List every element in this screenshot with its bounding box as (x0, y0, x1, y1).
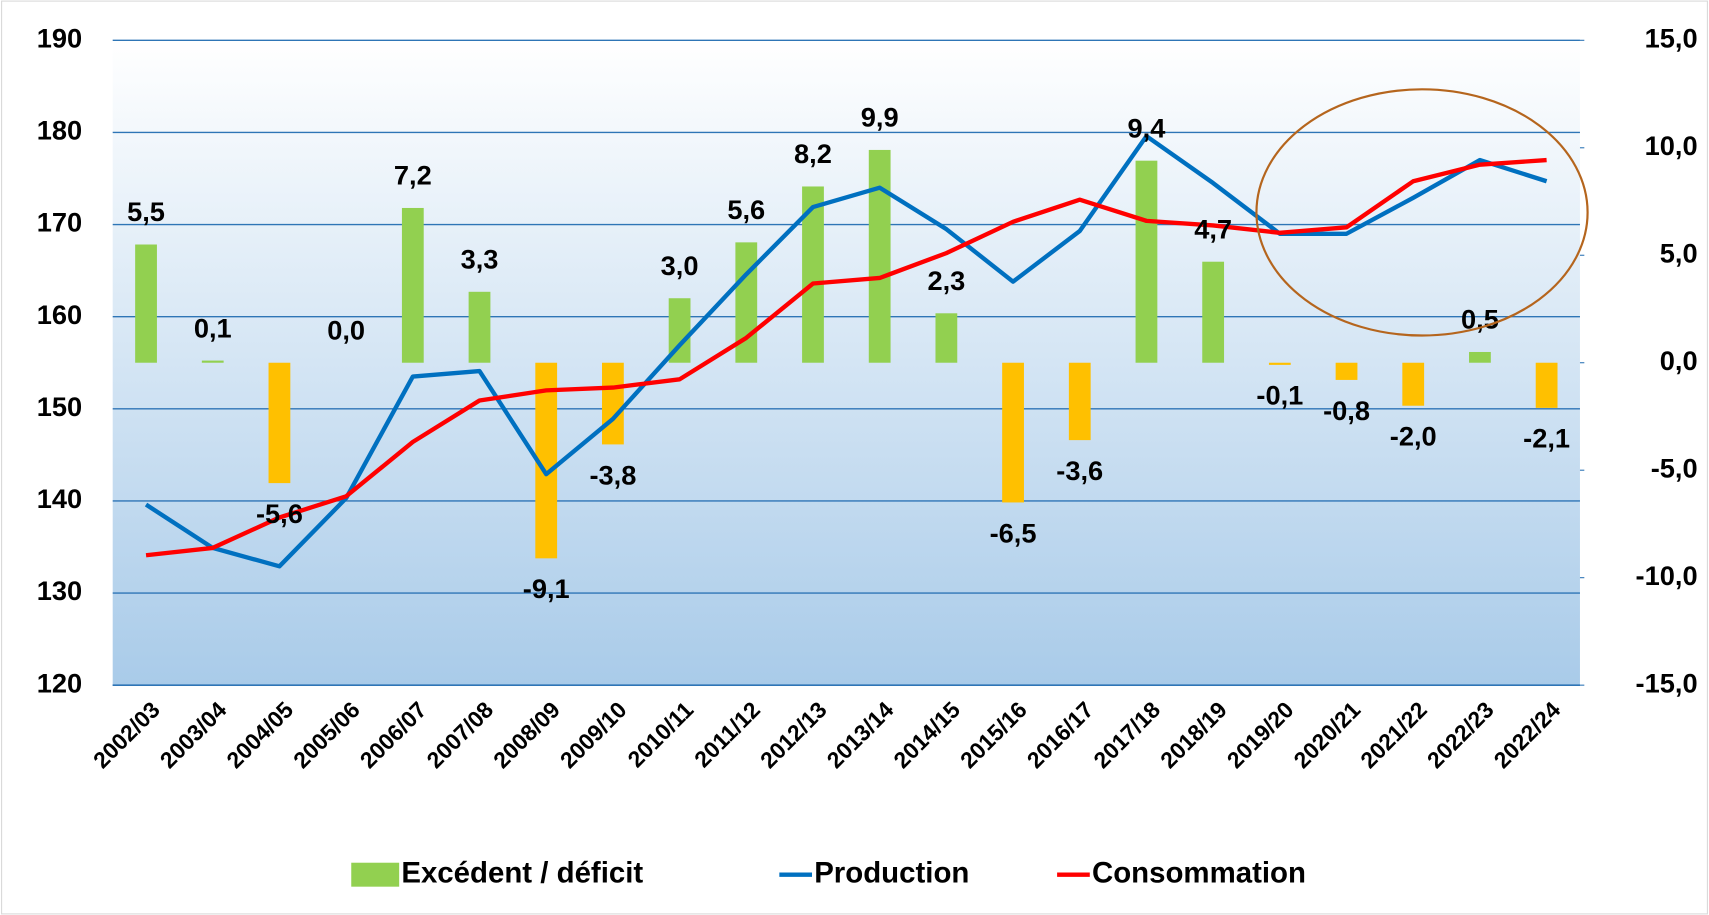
y-tick-label: 190 (37, 22, 82, 53)
y-tick-label: 170 (37, 207, 82, 238)
data-label: -2,1 (1523, 423, 1570, 454)
bar (401, 207, 424, 363)
bar (1135, 160, 1158, 363)
line (145, 157, 1547, 558)
data-label: -0,8 (1323, 395, 1370, 426)
data-label: 0,1 (194, 312, 232, 343)
bar (868, 149, 891, 363)
y2-tick-label: 0,0 (1660, 345, 1698, 376)
bar (602, 362, 624, 445)
data-label: -0,1 (1256, 380, 1303, 411)
y2-tick-label: 15,0 (1645, 22, 1698, 53)
data-label: 9,4 (1128, 112, 1166, 143)
bar (135, 244, 157, 363)
legend-label: Consommation (1092, 856, 1306, 889)
plot-area (112, 40, 1580, 686)
data-label: 4,7 (1194, 213, 1232, 244)
data-label: 0,5 (1461, 304, 1499, 335)
data-label: 7,2 (394, 160, 432, 191)
data-label: 8,2 (794, 138, 832, 169)
y-tick-label: 140 (37, 483, 82, 514)
bar (1268, 362, 1291, 365)
y2-tick-label: 5,0 (1660, 237, 1698, 268)
bar (668, 298, 691, 363)
y-tick-label: 160 (37, 299, 82, 330)
bar (1202, 261, 1225, 363)
data-label: 5,6 (727, 194, 765, 225)
bar (802, 186, 824, 363)
y2-tick-label: -5,0 (1651, 452, 1698, 483)
bar (1535, 362, 1558, 408)
line (144, 133, 1548, 569)
data-label: -3,8 (589, 459, 636, 490)
data-label: 0,0 (327, 314, 365, 345)
y-tick-label: 120 (37, 667, 82, 698)
highlight-ellipse (1255, 88, 1589, 337)
y2-tick-label: 10,0 (1645, 130, 1698, 161)
y2-tick-label: -10,0 (1636, 560, 1698, 591)
bar (935, 313, 958, 363)
bar (268, 362, 291, 484)
bar (1068, 362, 1091, 441)
y2-tick-label: -15,0 (1636, 667, 1698, 698)
legend-swatch (351, 862, 400, 887)
bar (201, 360, 224, 363)
data-label: 5,5 (127, 196, 165, 227)
data-label: -2,0 (1390, 421, 1437, 452)
data-label: -9,1 (523, 573, 570, 604)
data-label: 9,9 (861, 102, 899, 133)
legend-label: Production (814, 856, 969, 889)
data-label: 3,3 (461, 243, 499, 274)
bar (1402, 362, 1425, 406)
data-label: 3,0 (661, 250, 699, 281)
y-tick-label: 150 (37, 391, 82, 422)
data-label: -5,6 (256, 498, 303, 529)
data-label: -6,5 (990, 517, 1037, 548)
bar (468, 291, 491, 363)
y-tick-label: 180 (37, 115, 82, 146)
bar (1002, 362, 1024, 503)
y-tick-label: 130 (37, 575, 82, 606)
bar (1335, 362, 1358, 380)
data-label: -3,6 (1056, 455, 1103, 486)
bar (535, 362, 558, 559)
data-label: 2,3 (927, 265, 965, 296)
bar (1469, 351, 1491, 363)
legend-label: Excédent / déficit (401, 856, 643, 889)
